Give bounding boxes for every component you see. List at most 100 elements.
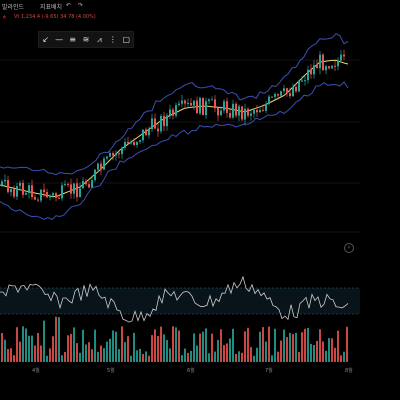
volume-bar (283, 329, 285, 362)
candle-body (334, 65, 336, 67)
volume-bar (190, 350, 192, 362)
volume-bar (307, 328, 309, 362)
ruler-icon[interactable]: ⋮ (108, 34, 117, 44)
volume-bar (4, 339, 6, 362)
candle-body (103, 158, 105, 170)
lines-icon[interactable]: ≡ (69, 34, 76, 44)
candle-body (34, 197, 36, 200)
volume-bar (208, 353, 210, 362)
volume-bar (154, 329, 156, 362)
candle-body (97, 163, 99, 170)
volume-bar (217, 339, 219, 362)
volume-bar (46, 355, 48, 362)
candle-body (196, 100, 198, 114)
volume-bar (205, 328, 207, 362)
candle-body (223, 101, 225, 111)
candle-body (316, 65, 318, 69)
scroll-to-latest-button[interactable]: › (344, 243, 354, 253)
volume-bar (100, 345, 102, 362)
volume-bar (292, 334, 294, 362)
candle-body (295, 87, 297, 92)
candle-body (328, 66, 330, 69)
candle-body (76, 183, 78, 198)
candle-body (7, 180, 9, 193)
candle-body (160, 115, 162, 132)
volume-bar (295, 332, 297, 362)
topbar-label-a[interactable]: 발라인드 (2, 4, 25, 11)
candle-body (247, 108, 249, 116)
candle-body (157, 128, 159, 132)
candle-body (4, 180, 6, 182)
candle-body (304, 80, 306, 82)
volume-bar (271, 355, 273, 362)
oscillator-line (0, 275, 349, 323)
candle-body (301, 80, 303, 82)
redo-button[interactable]: ↷ (78, 2, 84, 9)
horizontal-line-icon[interactable]: — (55, 34, 64, 44)
volume-bar (316, 341, 318, 362)
volume-bar (256, 347, 258, 362)
volume-bar (52, 336, 54, 362)
volume-bar (109, 338, 111, 362)
price-readout: Vt 1,234.4 (-9.65) 34.78 (4.00%) (14, 14, 96, 20)
volume-bar (115, 331, 117, 362)
candle-body (259, 110, 261, 113)
volume-bar (34, 345, 36, 362)
volume-bar (163, 334, 165, 362)
volume-bar (319, 329, 321, 362)
candle-body (133, 142, 135, 145)
x-axis-label: 7월 (265, 368, 273, 374)
volume-bar (223, 345, 225, 362)
undo-button[interactable]: ↶ (66, 2, 72, 9)
x-axis-label: 8월 (345, 368, 353, 374)
candle-body (25, 193, 27, 195)
candle-body (322, 54, 324, 71)
candle-body (274, 94, 276, 97)
wave-icon[interactable]: ⩘ (97, 34, 102, 44)
volume-bar (265, 341, 267, 362)
candle-body (289, 93, 291, 97)
candle-body (55, 193, 57, 198)
candle-body (112, 153, 114, 156)
candle-body (253, 110, 255, 114)
candle-body (172, 109, 174, 116)
candle-body (337, 60, 339, 67)
volume-bar (79, 352, 81, 362)
volume-bar (160, 326, 162, 362)
pattern-icon[interactable]: ≋ (82, 34, 90, 44)
cursor-icon[interactable]: ↙ (42, 34, 50, 44)
candle-body (46, 192, 48, 198)
candle-body (16, 186, 18, 197)
volume-bar (238, 351, 240, 362)
candle-body (85, 181, 87, 185)
volume-bar (196, 345, 198, 362)
volume-bar (124, 342, 126, 362)
rect-icon[interactable]: ▢ (122, 34, 131, 44)
candle-body (292, 87, 294, 97)
volume-bar (103, 348, 105, 362)
candle-body (298, 80, 300, 92)
volume-bar (85, 344, 87, 362)
volume-bar (1, 333, 3, 362)
volume-bar (340, 355, 342, 362)
volume-bar (175, 327, 177, 362)
volume-bar (13, 355, 15, 362)
volume-bar (25, 328, 27, 362)
candle-body (37, 199, 39, 201)
top-bar: 발라인드 지표배치 ↶ ↷ (0, 0, 400, 12)
volume-bar (88, 342, 90, 362)
symbol-info: ㅎ Vt 1,234.4 (-9.65) 34.78 (4.00%) (0, 12, 400, 22)
candle-body (226, 101, 228, 113)
volume-bar (211, 333, 213, 362)
volume-bar (232, 328, 234, 362)
volume-bar (148, 355, 150, 362)
candle-body (13, 189, 15, 197)
candle-body (325, 66, 327, 71)
volume-bar (226, 343, 228, 362)
candle-body (187, 103, 189, 104)
candle-body (73, 183, 75, 194)
upper-band-line (0, 32, 349, 176)
candle-body (28, 185, 30, 193)
topbar-label-b[interactable]: 지표배치 (40, 4, 63, 11)
